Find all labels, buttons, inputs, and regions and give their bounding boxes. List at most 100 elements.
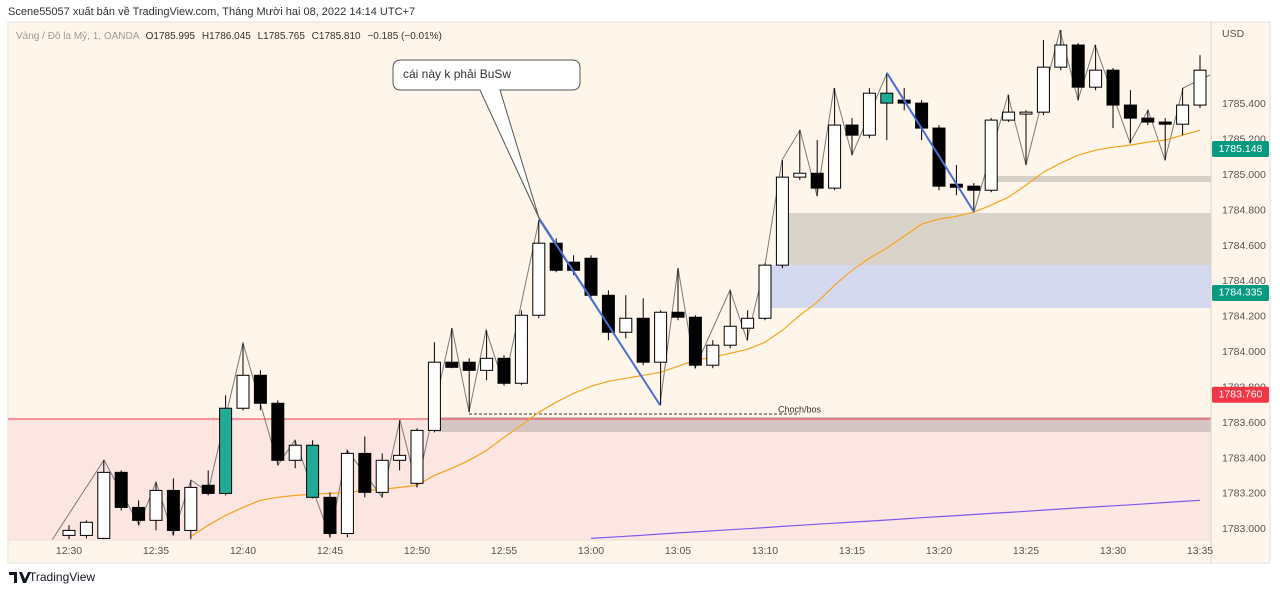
drawings-front: cái này k phải BuSw Choch/bos bbox=[392, 59, 975, 414]
candle-body bbox=[97, 471, 111, 539]
candle-body bbox=[132, 506, 146, 521]
candle-body bbox=[427, 361, 441, 431]
trend-line bbox=[886, 72, 975, 213]
candle-body bbox=[688, 316, 702, 366]
candle-body bbox=[584, 257, 598, 296]
y-tick-label: 1784.600 bbox=[1222, 240, 1266, 252]
candle-body bbox=[462, 361, 476, 371]
candle-body bbox=[497, 357, 511, 384]
supply-zone bbox=[783, 213, 1211, 265]
choch-zone bbox=[434, 417, 1211, 432]
price-marker-label: 1785.148 bbox=[1219, 143, 1263, 155]
legend-low: L1785.765 bbox=[258, 31, 306, 42]
x-tick-label: 12:30 bbox=[56, 545, 82, 557]
candle-body bbox=[654, 311, 668, 363]
candle-body bbox=[845, 124, 859, 136]
candle-body bbox=[62, 529, 76, 536]
choch-label: Choch/bos bbox=[778, 404, 822, 414]
candle-body bbox=[984, 119, 998, 191]
legend-close: C1785.810 bbox=[312, 31, 361, 42]
candle-body bbox=[1158, 121, 1172, 125]
y-tick-label: 1784.400 bbox=[1222, 275, 1266, 287]
drawings-back bbox=[8, 29, 1211, 540]
candle-body bbox=[775, 176, 789, 266]
candle-body bbox=[1036, 66, 1050, 113]
x-tick-label: 13:15 bbox=[839, 545, 865, 557]
y-tick-label: 1785.400 bbox=[1222, 98, 1266, 110]
axes: 1783.0001783.2001783.4001783.6001783.800… bbox=[56, 98, 1269, 557]
x-tick-label: 13:25 bbox=[1013, 545, 1039, 557]
candle-body bbox=[1193, 69, 1207, 106]
x-tick-label: 13:10 bbox=[752, 545, 778, 557]
candle-body bbox=[706, 344, 720, 366]
candle-body bbox=[601, 294, 615, 333]
candle-body bbox=[862, 92, 876, 136]
candle-body bbox=[323, 496, 337, 534]
fvg-zone bbox=[765, 265, 1211, 308]
candle-body bbox=[166, 489, 180, 531]
legend-change: −0.185 (−0.01%) bbox=[367, 31, 442, 42]
legend-symbol: Vàng / Đô la Mỹ, 1, OANDA bbox=[16, 31, 140, 42]
candle-body bbox=[1106, 69, 1120, 106]
candle-body bbox=[393, 454, 407, 461]
price-marker-label: 1784.335 bbox=[1219, 287, 1263, 299]
x-tick-label: 12:45 bbox=[317, 545, 343, 557]
candle-body bbox=[549, 242, 563, 271]
candle-body bbox=[1176, 104, 1190, 125]
candle-body bbox=[915, 102, 929, 129]
candle-body bbox=[514, 314, 528, 384]
x-tick-label: 13:35 bbox=[1187, 545, 1213, 557]
candle-body bbox=[1019, 111, 1033, 115]
candle-body bbox=[358, 452, 372, 493]
price-marker bbox=[1212, 386, 1269, 403]
x-tick-label: 12:40 bbox=[230, 545, 256, 557]
candle-body bbox=[184, 486, 198, 531]
candle-body bbox=[810, 172, 824, 189]
candle-body bbox=[1054, 44, 1068, 68]
candle-body bbox=[967, 185, 981, 191]
candle-body bbox=[828, 124, 842, 189]
candle-body bbox=[1089, 69, 1103, 88]
legend-high: H1786.045 bbox=[202, 31, 251, 42]
price-marker bbox=[1212, 140, 1269, 157]
candle-body bbox=[741, 317, 755, 329]
candles bbox=[62, 30, 1207, 540]
candle-body bbox=[219, 407, 233, 494]
legend: Vàng / Đô la Mỹ, 1, OANDA O1785.995 H178… bbox=[16, 31, 442, 42]
x-tick-label: 13:20 bbox=[926, 545, 952, 557]
callout-bubble bbox=[392, 59, 581, 219]
brand-logo bbox=[9, 572, 31, 583]
indicator-line bbox=[590, 499, 1201, 539]
legend-open: O1785.995 bbox=[146, 31, 196, 42]
x-tick-label: 12:50 bbox=[404, 545, 430, 557]
zigzag-line bbox=[51, 29, 1211, 540]
candle-body bbox=[619, 317, 633, 333]
price-marker-label: 1783.760 bbox=[1219, 389, 1263, 401]
brand-name: TradingView bbox=[29, 570, 95, 584]
y-tick-label: 1783.000 bbox=[1222, 523, 1266, 535]
y-tick-label: 1783.400 bbox=[1222, 452, 1266, 464]
candle-body bbox=[410, 429, 424, 484]
candle-body bbox=[1141, 117, 1155, 123]
candle-body bbox=[480, 357, 494, 371]
x-tick-label: 13:30 bbox=[1100, 545, 1126, 557]
candle-body bbox=[340, 452, 354, 534]
y-tick-label: 1785.000 bbox=[1222, 169, 1266, 181]
candle-body bbox=[375, 459, 389, 493]
candle-body bbox=[149, 489, 163, 521]
candle-body bbox=[445, 361, 459, 368]
candle-body bbox=[793, 172, 807, 178]
candle-body bbox=[201, 484, 215, 494]
candle-body bbox=[236, 374, 250, 409]
candle-body bbox=[723, 325, 737, 346]
y-tick-label: 1783.200 bbox=[1222, 488, 1266, 500]
y-tick-label: 1784.200 bbox=[1222, 311, 1266, 323]
candle-body bbox=[288, 444, 302, 461]
candle-body bbox=[306, 444, 320, 498]
candle-body bbox=[253, 374, 267, 404]
x-tick-label: 13:00 bbox=[578, 545, 604, 557]
y-tick-label: 1784.800 bbox=[1222, 204, 1266, 216]
candle-body bbox=[671, 311, 685, 318]
currency-label: USD bbox=[1222, 28, 1245, 40]
y-tick-label: 1784.000 bbox=[1222, 346, 1266, 358]
